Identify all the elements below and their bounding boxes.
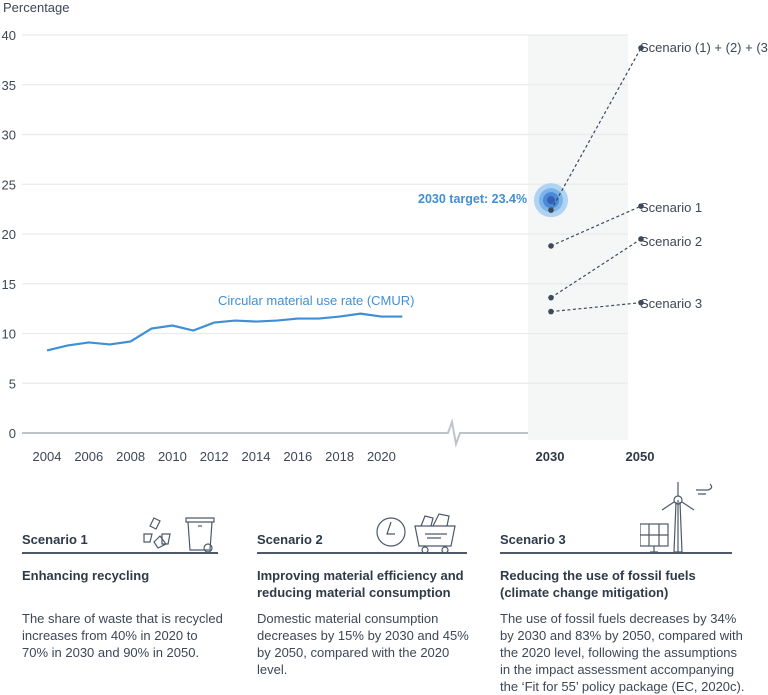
panel-title: Scenario 3 [500, 532, 566, 547]
panel-description: The use of fossil fuels decreases by 34%… [500, 611, 745, 694]
scenario-point-2030 [548, 243, 554, 249]
scenario-point-2050 [638, 236, 644, 242]
axis-break [440, 418, 528, 448]
scenario-label: Scenario 3 [640, 296, 702, 311]
scenario-line [550, 238, 642, 299]
x-tick-label: 2006 [74, 449, 103, 464]
x-tick-label: 2008 [116, 449, 145, 464]
target-label: 2030 target: 23.4% [418, 192, 527, 206]
y-axis-label: Percentage [3, 0, 70, 15]
x-tick-label: 2014 [242, 449, 271, 464]
scenario-line [550, 47, 642, 211]
panel-subtitle: Enhancing recycling [22, 568, 150, 583]
scenario-label: Scenario (1) + (2) + (3) [640, 40, 768, 55]
y-tick-label: 15 [2, 277, 16, 292]
y-tick-label: 25 [2, 177, 16, 192]
panel-title: Scenario 2 [257, 532, 323, 547]
scenario-label: Scenario 2 [640, 234, 702, 249]
solar-wind-icon [640, 482, 713, 553]
target-ring [547, 196, 555, 205]
x-tick-label: 2012 [200, 449, 229, 464]
x-tick-label: 2018 [325, 449, 354, 464]
scenario-point-2050 [638, 299, 644, 306]
panel-title: Scenario 1 [22, 532, 88, 547]
recycle-bin-icon [143, 517, 215, 553]
panel-subtitle: Improving material efficiency and reduci… [257, 568, 464, 600]
divider [22, 552, 218, 554]
x-tick-label: 2020 [367, 449, 396, 464]
scenario-point-2030 [548, 207, 554, 213]
y-tick-label: 20 [2, 227, 16, 242]
panel-subtitle: Reducing the use of fossil fuels (climat… [500, 568, 696, 600]
x-tick-label: 2010 [158, 449, 187, 464]
y-tick-label: 5 [9, 376, 16, 391]
scenario-point-2030 [548, 308, 554, 315]
panel-description: The share of waste that is recycled incr… [22, 611, 223, 660]
cmur-line [46, 312, 403, 352]
divider [500, 552, 732, 554]
x-tick-label: 2004 [33, 449, 62, 464]
x-tick-label: 2016 [283, 449, 312, 464]
y-tick-label: 40 [2, 28, 16, 43]
clock-cart-icon [376, 513, 456, 554]
panel-description: Domestic material consumption decreases … [257, 611, 469, 677]
scenario-label: Scenario 1 [640, 200, 702, 215]
x-tick-label: 2050 [626, 449, 655, 464]
cmur-label: Circular material use rate (CMUR) [218, 293, 414, 308]
scenario-line [550, 302, 642, 313]
target-marker [534, 183, 568, 218]
y-tick-label: 35 [2, 78, 16, 93]
scenario-point-2050 [638, 203, 644, 209]
scenario-point-2030 [548, 294, 554, 301]
x-tick-label: 2030 [536, 449, 565, 464]
y-tick-label: 10 [2, 327, 16, 342]
projection-shade [528, 35, 628, 440]
chart: Percentage 0 5 10 15 20 25 30 35 40 2004 2006 2008 2… [2, 0, 768, 464]
y-tick-label: 30 [2, 128, 16, 143]
scenario-point-2050 [638, 45, 644, 51]
y-tick-label: 0 [9, 426, 16, 441]
divider [257, 552, 467, 554]
